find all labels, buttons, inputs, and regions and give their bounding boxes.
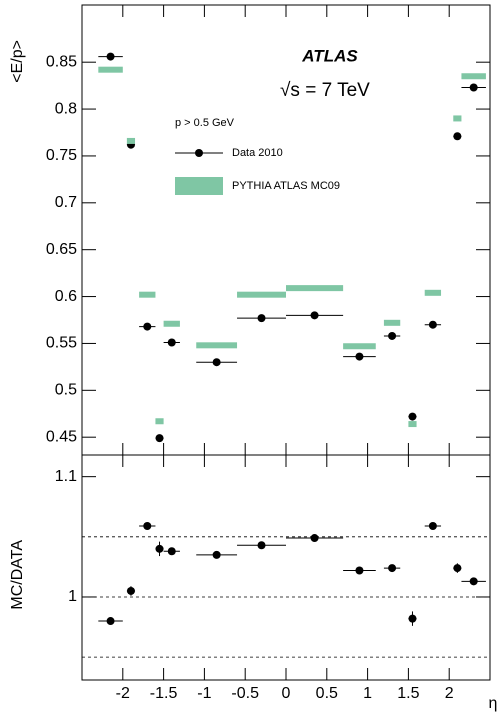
data-point <box>106 617 115 626</box>
mc-band <box>453 115 462 122</box>
data-point <box>143 322 152 331</box>
y-axis-label: <E/p> <box>9 40 26 83</box>
data-point <box>310 311 319 320</box>
mc-band <box>163 320 180 327</box>
y-tick-label: 0.45 <box>46 428 77 445</box>
mc-band <box>237 291 286 298</box>
data-point <box>408 412 417 421</box>
data-point <box>167 547 176 556</box>
data-point <box>453 132 462 141</box>
mc-band <box>286 285 344 292</box>
data-point <box>355 566 364 575</box>
mc-band <box>424 289 442 296</box>
mc-band <box>461 73 486 80</box>
x-tick-label: 0.5 <box>316 685 338 702</box>
mc-band <box>139 291 156 298</box>
data-point <box>155 544 164 553</box>
data-point <box>126 586 135 595</box>
data-point <box>428 521 437 530</box>
data-point <box>310 534 319 543</box>
y-tick-label: 0.85 <box>46 53 77 70</box>
legend-swatch <box>175 177 223 195</box>
data-point <box>212 358 221 367</box>
data-point <box>155 434 164 443</box>
energy-label: √s = 7 TeV <box>280 80 370 101</box>
legend-label: Data 2010 <box>232 147 283 159</box>
data-point <box>469 577 478 586</box>
y-tick-label: 0.65 <box>46 241 77 258</box>
y-tick-label: 0.55 <box>46 335 77 352</box>
y-tick-label: 1 <box>68 588 77 605</box>
y-tick-label: 0.8 <box>55 100 77 117</box>
y-tick-label: 0.5 <box>55 382 77 399</box>
x-tick-label: 1.5 <box>397 685 419 702</box>
mc-band <box>408 421 417 428</box>
x-tick-label: -0.5 <box>231 685 259 702</box>
data-point <box>388 331 397 340</box>
mc-band <box>383 319 401 326</box>
x-tick-label: 1 <box>363 685 372 702</box>
data-point <box>257 314 266 323</box>
experiment-label: ATLAS <box>301 46 358 65</box>
x-tick-label: 2 <box>445 685 454 702</box>
legend-swatch <box>195 149 203 157</box>
data-point <box>143 521 152 530</box>
y-axis-label: MC/DATA <box>9 540 26 610</box>
x-tick-label: -1.5 <box>150 685 178 702</box>
data-point <box>257 541 266 550</box>
data-point <box>167 338 176 347</box>
plot-frame <box>81 4 491 456</box>
y-tick-label: 1.1 <box>55 468 77 485</box>
y-tick-label: 0.6 <box>55 288 77 305</box>
x-tick-label: -2 <box>116 685 130 702</box>
cut-label: p > 0.5 GeV <box>175 117 235 129</box>
mc-band <box>126 137 136 144</box>
x-tick-label: 0 <box>282 685 291 702</box>
data-point <box>469 83 478 92</box>
plot-frame <box>81 454 491 681</box>
data-point <box>212 550 221 559</box>
data-point <box>388 564 397 573</box>
data-point <box>106 52 115 61</box>
mc-band <box>98 66 123 73</box>
mc-band <box>343 343 376 350</box>
mc-band <box>196 342 238 349</box>
data-point <box>408 614 417 623</box>
mc-band <box>155 418 164 425</box>
data-point <box>355 352 364 361</box>
y-tick-label: 0.7 <box>55 194 77 211</box>
data-point <box>428 320 437 329</box>
data-point <box>453 564 462 573</box>
x-tick-label: -1 <box>197 685 211 702</box>
x-axis-label: η <box>489 695 498 712</box>
y-tick-label: 0.75 <box>46 147 77 164</box>
legend-label: PYTHIA ATLAS MC09 <box>232 180 340 192</box>
